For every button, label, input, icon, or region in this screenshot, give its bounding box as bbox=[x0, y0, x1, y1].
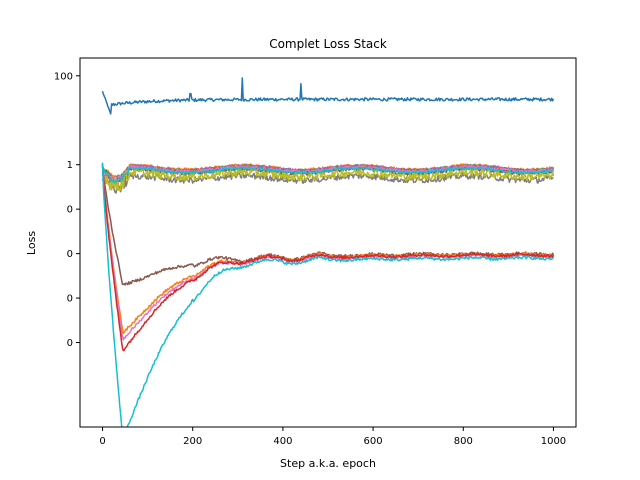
x-tick-label: 0 bbox=[99, 436, 105, 447]
series-line bbox=[101, 162, 554, 427]
x-tick-label: 400 bbox=[273, 436, 292, 447]
y-axis-label: Loss bbox=[25, 231, 38, 255]
y-tick-label: 0 bbox=[67, 249, 73, 260]
y-tick-label: 1 bbox=[67, 160, 73, 171]
x-tick-label: 800 bbox=[454, 436, 473, 447]
series-line bbox=[102, 166, 555, 184]
x-tick-label: 200 bbox=[183, 436, 202, 447]
x-tick-label: 1000 bbox=[541, 436, 566, 447]
x-tick-label: 600 bbox=[364, 436, 383, 447]
y-tick-label: 0 bbox=[67, 338, 73, 349]
series-line bbox=[101, 77, 555, 115]
y-tick-label: 100 bbox=[54, 71, 73, 82]
series-line bbox=[101, 165, 554, 341]
y-tick-label: 0 bbox=[67, 294, 73, 305]
series-line bbox=[101, 164, 555, 352]
x-axis-label: Step a.k.a. epoch bbox=[280, 457, 376, 470]
series-line bbox=[101, 163, 555, 286]
chart-title: Complet Loss Stack bbox=[269, 37, 387, 51]
x-axis: 0 200 400 600 800 1000 bbox=[99, 427, 566, 447]
series-layer bbox=[101, 77, 555, 427]
series-line bbox=[101, 167, 555, 192]
series-line bbox=[101, 164, 555, 335]
y-tick-label: 0 bbox=[67, 205, 73, 216]
plot-frame bbox=[79, 57, 577, 428]
